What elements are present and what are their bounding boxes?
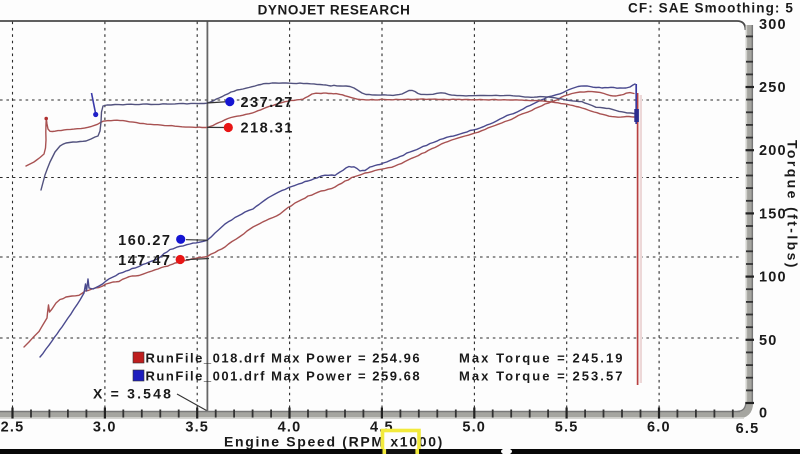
svg-text:6.0: 6.0 <box>647 420 671 436</box>
svg-text:147.47: 147.47 <box>118 253 171 269</box>
svg-text:5.0: 5.0 <box>462 420 486 436</box>
svg-text:237.27: 237.27 <box>241 95 294 111</box>
svg-text:Torque (ft-lbs): Torque (ft-lbs) <box>785 140 800 270</box>
svg-text:3.0: 3.0 <box>93 420 117 436</box>
svg-text:5.5: 5.5 <box>555 420 579 436</box>
svg-text:Max Torque = 253.57: Max Torque = 253.57 <box>459 369 625 384</box>
svg-text:218.31: 218.31 <box>241 121 294 137</box>
svg-text:200: 200 <box>759 143 787 159</box>
svg-text:RunFile_018.drf Max Power = 25: RunFile_018.drf Max Power = 254.96 <box>146 351 422 366</box>
svg-text:X = 3.548: X = 3.548 <box>93 386 173 402</box>
svg-text:300: 300 <box>759 17 787 33</box>
svg-text:160.27: 160.27 <box>118 233 171 249</box>
svg-text:3.5: 3.5 <box>185 420 209 436</box>
svg-text:Engine Speed (RPM x1000): Engine Speed (RPM x1000) <box>224 434 444 450</box>
svg-text:2.5: 2.5 <box>1 420 25 436</box>
svg-text:150: 150 <box>759 206 787 222</box>
svg-text:RunFile_001.drf Max Power = 25: RunFile_001.drf Max Power = 259.68 <box>146 369 422 384</box>
svg-text:250: 250 <box>759 80 787 96</box>
svg-text:0: 0 <box>759 406 768 422</box>
svg-text:DYNOJET RESEARCH: DYNOJET RESEARCH <box>258 3 411 18</box>
svg-text:50: 50 <box>759 333 778 349</box>
svg-text:6.5: 6.5 <box>736 421 760 437</box>
svg-text:CF: SAE Smoothing: 5: CF: SAE Smoothing: 5 <box>628 1 794 16</box>
svg-text:100: 100 <box>759 270 787 286</box>
svg-text:Max Torque = 245.19: Max Torque = 245.19 <box>459 351 625 366</box>
